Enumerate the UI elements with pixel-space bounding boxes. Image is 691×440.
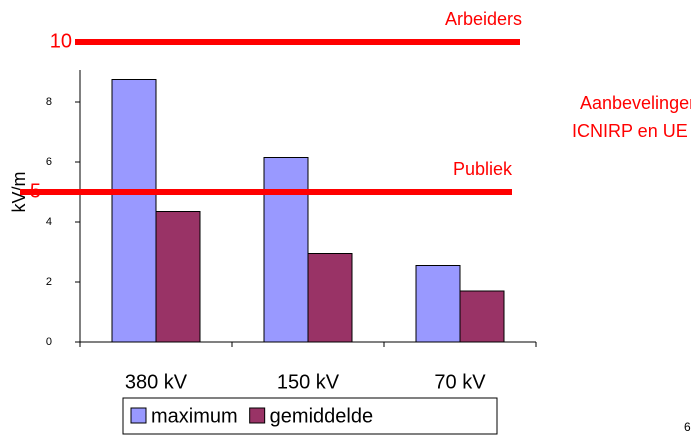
bar <box>307 253 353 343</box>
bar <box>415 265 461 343</box>
annotation: Aanbevelingen <box>580 93 691 113</box>
reference-label: Arbeiders <box>445 9 522 29</box>
y-tick-label: 6 <box>46 156 52 168</box>
y-tick-label: 4 <box>46 216 52 228</box>
legend-box <box>122 397 498 435</box>
page-number: 6 <box>684 420 691 434</box>
bar <box>155 211 201 343</box>
x-tick-label: 380 kV <box>125 371 188 393</box>
y-tick-label: 8 <box>46 96 52 108</box>
bar <box>111 79 157 343</box>
reference-value: 10 <box>50 30 72 52</box>
reference-value: 5 <box>30 180 41 202</box>
y-tick-label: 0 <box>46 336 52 348</box>
legend-swatch <box>130 407 147 424</box>
y-axis-label: kV/m <box>9 171 29 212</box>
legend-label: gemiddelde <box>270 405 373 427</box>
annotation: ICNIRP en UE <box>572 121 688 141</box>
bar <box>459 290 505 343</box>
legend-label: maximum <box>151 405 238 427</box>
bar <box>263 157 309 343</box>
reference-label: Publiek <box>453 159 513 179</box>
legend-swatch <box>249 407 266 424</box>
y-tick-label: 2 <box>46 276 52 288</box>
x-tick-label: 70 kV <box>434 371 486 393</box>
x-tick-label: 150 kV <box>277 371 340 393</box>
